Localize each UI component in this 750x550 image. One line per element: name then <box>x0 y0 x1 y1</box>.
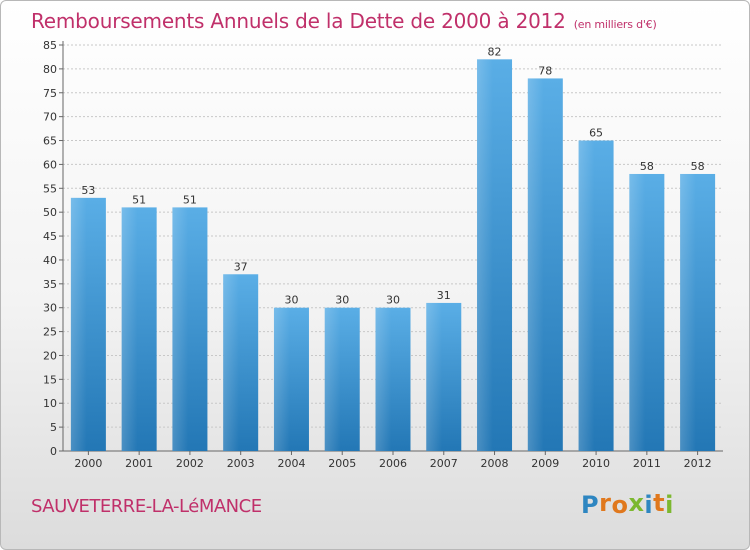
x-tick-label: 2004 <box>277 457 305 470</box>
bar-highlight <box>375 307 392 451</box>
proxiti-logo[interactable]: Proxiti <box>581 489 674 519</box>
logo-letter: r <box>599 489 612 517</box>
y-tick-label: 0 <box>50 445 57 458</box>
data-label: 31 <box>437 289 451 302</box>
y-tick-label: 25 <box>43 326 57 339</box>
x-tick-label: 2010 <box>582 457 610 470</box>
logo-letter: i <box>665 491 674 519</box>
y-tick-label: 50 <box>43 206 57 219</box>
y-tick-label: 40 <box>43 254 57 267</box>
y-tick-label: 70 <box>43 111 57 124</box>
data-label: 30 <box>386 294 400 307</box>
bar-highlight <box>121 207 138 451</box>
x-tick-label: 2012 <box>684 457 712 470</box>
y-tick-label: 15 <box>43 373 57 386</box>
data-label: 37 <box>234 260 248 273</box>
bar-highlight <box>477 59 493 452</box>
data-label: 58 <box>640 160 654 173</box>
x-tick-label: 2003 <box>227 457 255 470</box>
y-tick-label: 60 <box>43 158 57 171</box>
y-tick-label: 30 <box>43 302 57 315</box>
x-tick-label: 2011 <box>633 457 661 470</box>
y-tick-label: 85 <box>43 39 57 52</box>
bars-layer <box>70 59 716 452</box>
logo-letter: i <box>644 491 654 519</box>
data-label: 30 <box>284 294 298 307</box>
bar-highlight <box>629 173 646 451</box>
logo-letter: o <box>611 491 629 519</box>
y-tick-label: 45 <box>43 230 57 243</box>
city-name: SAUVETERRE-LA-LéMANCE <box>31 496 262 517</box>
logo-letter: P <box>581 491 600 519</box>
x-tick-label: 2006 <box>379 457 407 470</box>
bar-highlight <box>578 140 595 451</box>
y-tick-label: 5 <box>50 421 57 434</box>
x-tick-label: 2001 <box>125 457 153 470</box>
bar-highlight <box>680 173 696 451</box>
data-label: 65 <box>589 127 603 140</box>
x-tick-label: 2007 <box>430 457 458 470</box>
bar-highlight <box>172 207 189 451</box>
data-label: 82 <box>488 45 502 58</box>
data-label: 53 <box>81 184 95 197</box>
data-label: 78 <box>538 64 552 77</box>
x-tick-label: 2002 <box>176 457 204 470</box>
bar-highlight <box>223 274 239 451</box>
labels-layer: 0 5 10 15 20 25 30 35 40 45 50 55 60 65 70 75 80 85 53 2000… <box>43 39 712 470</box>
chart-title: Remboursements Annuels de la Dette de 20… <box>31 9 657 33</box>
bar-highlight <box>70 197 87 451</box>
data-label: 51 <box>183 193 197 206</box>
y-tick-label: 35 <box>43 278 57 291</box>
x-tick-label: 2000 <box>74 457 102 470</box>
x-tick-label: 2005 <box>328 457 356 470</box>
bar-highlight <box>426 302 443 451</box>
bar-highlight <box>324 307 341 451</box>
data-label: 30 <box>335 294 349 307</box>
y-tick-label: 80 <box>43 63 57 76</box>
chart-subtitle: (en milliers d'€) <box>573 18 657 31</box>
y-tick-label: 20 <box>43 349 57 362</box>
data-label: 58 <box>691 160 705 173</box>
bar-highlight <box>273 307 290 451</box>
bar-highlight <box>527 78 544 451</box>
data-label: 51 <box>132 193 146 206</box>
logo-letter: t <box>653 489 666 517</box>
y-tick-label: 75 <box>43 87 57 100</box>
y-tick-label: 10 <box>43 397 57 410</box>
y-tick-label: 65 <box>43 135 57 148</box>
x-tick-label: 2009 <box>531 457 559 470</box>
logo-letter: x <box>628 489 645 517</box>
chart-title-text: Remboursements Annuels de la Dette de 20… <box>31 9 566 33</box>
x-tick-label: 2008 <box>481 457 509 470</box>
y-tick-label: 55 <box>43 182 57 195</box>
